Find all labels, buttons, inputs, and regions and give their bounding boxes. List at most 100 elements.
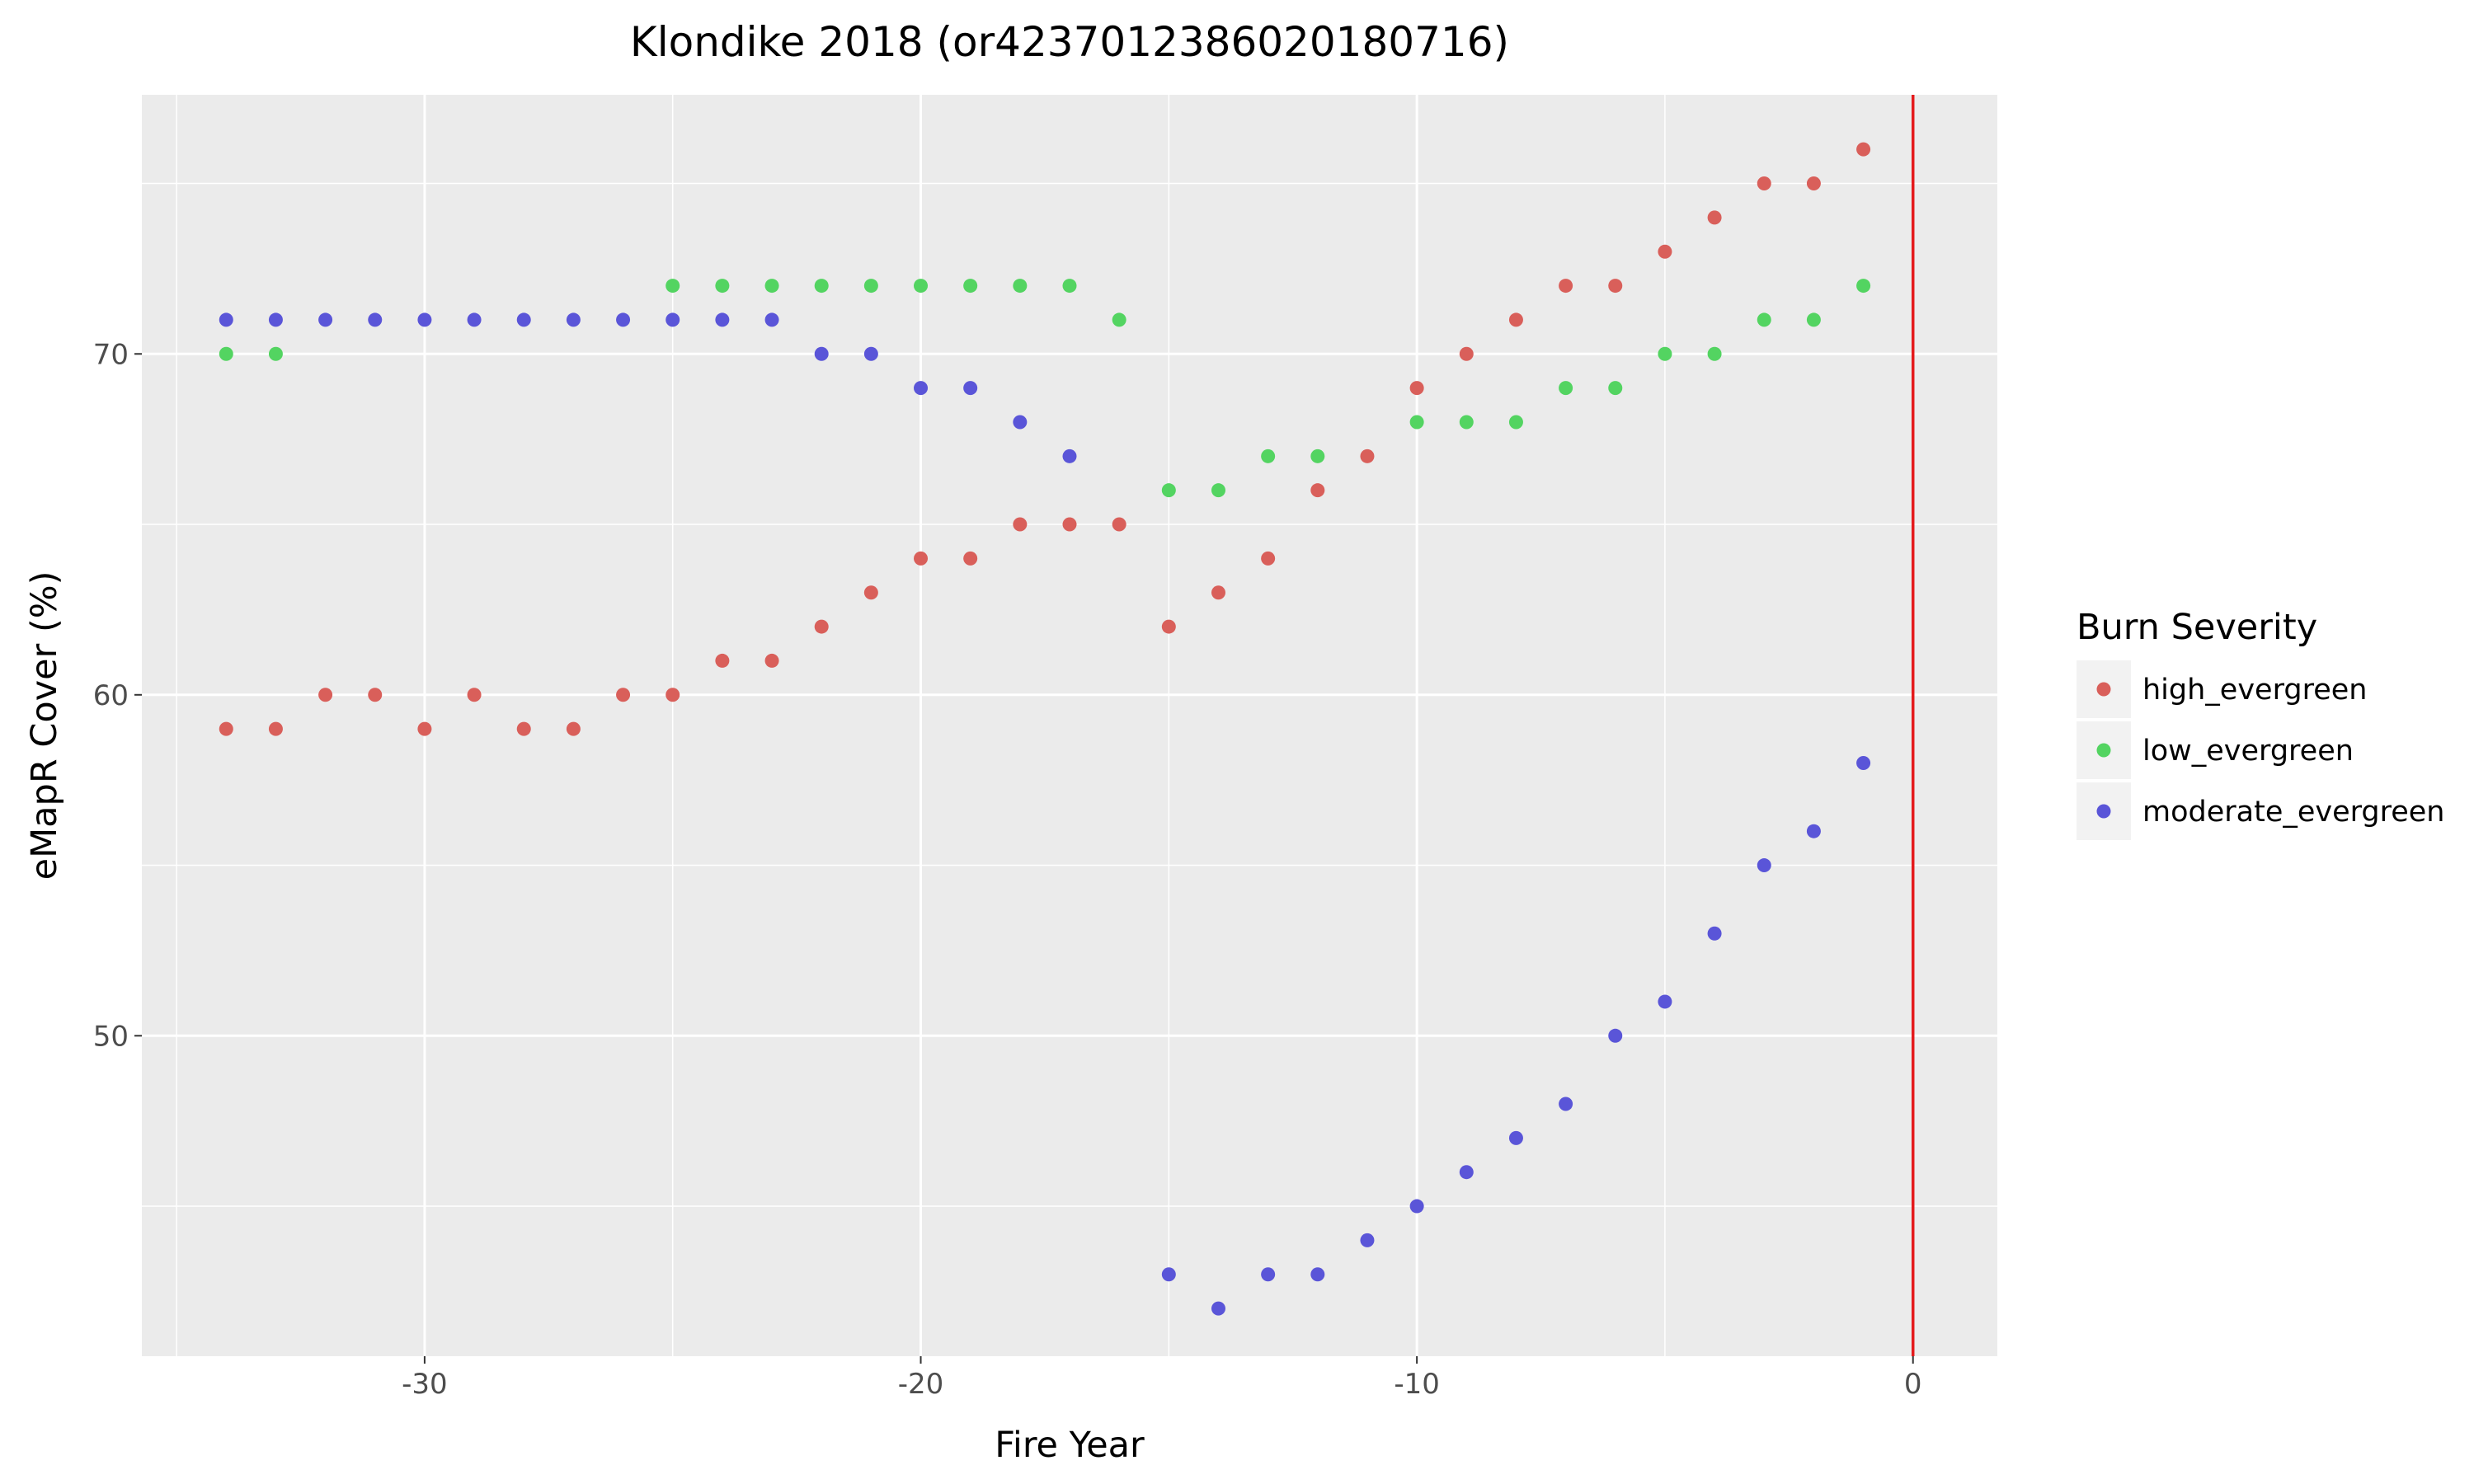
data-point <box>1806 824 1821 838</box>
data-point <box>616 688 631 702</box>
data-point <box>1856 755 1871 770</box>
data-point <box>219 721 233 736</box>
data-point <box>1559 1097 1573 1111</box>
x-tick-label: 0 <box>1904 1368 1922 1401</box>
data-point <box>1806 176 1821 191</box>
data-point <box>1559 381 1573 396</box>
data-point <box>715 279 730 294</box>
gridlines <box>142 95 1997 1356</box>
x-axis-title: Fire Year <box>995 1425 1145 1466</box>
x-tick-label: -20 <box>898 1368 944 1401</box>
data-point <box>1161 619 1176 634</box>
data-point <box>1658 994 1672 1009</box>
data-point <box>963 551 978 566</box>
data-point <box>863 346 878 361</box>
data-point <box>616 312 631 327</box>
data-point <box>318 312 333 327</box>
data-point <box>1161 483 1176 498</box>
data-point <box>1062 448 1077 463</box>
data-point <box>666 688 680 702</box>
data-point <box>566 721 581 736</box>
data-point <box>1459 1165 1474 1180</box>
data-point <box>1310 483 1325 498</box>
data-point <box>566 312 581 327</box>
data-point <box>1211 483 1225 498</box>
data-point <box>368 688 383 702</box>
data-point <box>666 312 680 327</box>
data-point <box>764 312 779 327</box>
series-moderate_evergreen <box>219 312 1871 1316</box>
legend-marker <box>2096 804 2111 819</box>
data-point <box>1013 517 1028 532</box>
plot-panel <box>142 95 1997 1356</box>
data-point <box>1261 1267 1276 1282</box>
data-point <box>1757 858 1771 873</box>
data-point <box>268 346 283 361</box>
data-point <box>467 312 482 327</box>
data-point <box>1112 312 1126 327</box>
series-low_evergreen <box>219 279 1871 498</box>
data-point <box>1508 312 1523 327</box>
data-point <box>219 346 233 361</box>
data-point <box>963 279 978 294</box>
y-axis-title: eMapR Cover (%) <box>24 571 65 881</box>
data-point <box>1013 279 1028 294</box>
legend-item-moderate_evergreen: moderate_evergreen <box>2077 782 2445 840</box>
data-point <box>467 688 482 702</box>
legend: Burn Severity high_evergreen low_evergree… <box>2077 607 2445 840</box>
data-point <box>368 312 383 327</box>
axis-ticks: -30 -20 -10 0 50 60 70 <box>93 338 1922 1401</box>
legend-label: moderate_evergreen <box>2142 796 2445 829</box>
data-point <box>1409 381 1424 396</box>
data-point <box>1310 1267 1325 1282</box>
data-point <box>1310 448 1325 463</box>
data-point <box>219 312 233 327</box>
data-point <box>715 312 730 327</box>
data-point <box>1757 312 1771 327</box>
data-point <box>914 381 929 396</box>
y-tick-label: 50 <box>93 1020 129 1053</box>
legend-label: low_evergreen <box>2142 735 2354 768</box>
series-high_evergreen <box>219 142 1871 736</box>
legend-marker <box>2096 682 2111 697</box>
data-point <box>963 381 978 396</box>
data-point <box>1608 279 1623 294</box>
y-tick-label: 70 <box>93 338 129 371</box>
data-point <box>1707 346 1722 361</box>
legend-item-high_evergreen: high_evergreen <box>2077 660 2367 718</box>
data-point <box>1211 1301 1225 1316</box>
legend-marker <box>2096 743 2111 758</box>
data-point <box>1062 517 1077 532</box>
x-tick-label: -10 <box>1394 1368 1440 1401</box>
data-point <box>715 653 730 668</box>
data-point <box>1707 210 1722 225</box>
data-point <box>666 279 680 294</box>
data-points <box>219 142 1871 1316</box>
data-point <box>318 688 333 702</box>
data-point <box>1608 381 1623 396</box>
y-tick-label: 60 <box>93 679 129 712</box>
data-point <box>268 312 283 327</box>
data-point <box>814 619 829 634</box>
data-point <box>1856 142 1871 157</box>
data-point <box>1409 415 1424 430</box>
data-point <box>516 312 531 327</box>
data-point <box>863 585 878 600</box>
data-point <box>1360 1233 1375 1247</box>
data-point <box>764 279 779 294</box>
data-point <box>1112 517 1126 532</box>
data-point <box>1508 1130 1523 1145</box>
data-point <box>417 721 432 736</box>
data-point <box>814 346 829 361</box>
data-point <box>1409 1199 1424 1214</box>
data-point <box>1508 415 1523 430</box>
data-point <box>516 721 531 736</box>
data-point <box>268 721 283 736</box>
data-point <box>1856 279 1871 294</box>
legend-item-low_evergreen: low_evergreen <box>2077 721 2354 779</box>
chart-title: Klondike 2018 (or4237012386020180716) <box>630 18 1509 66</box>
data-point <box>1608 1028 1623 1043</box>
data-point <box>914 551 929 566</box>
data-point <box>1261 551 1276 566</box>
